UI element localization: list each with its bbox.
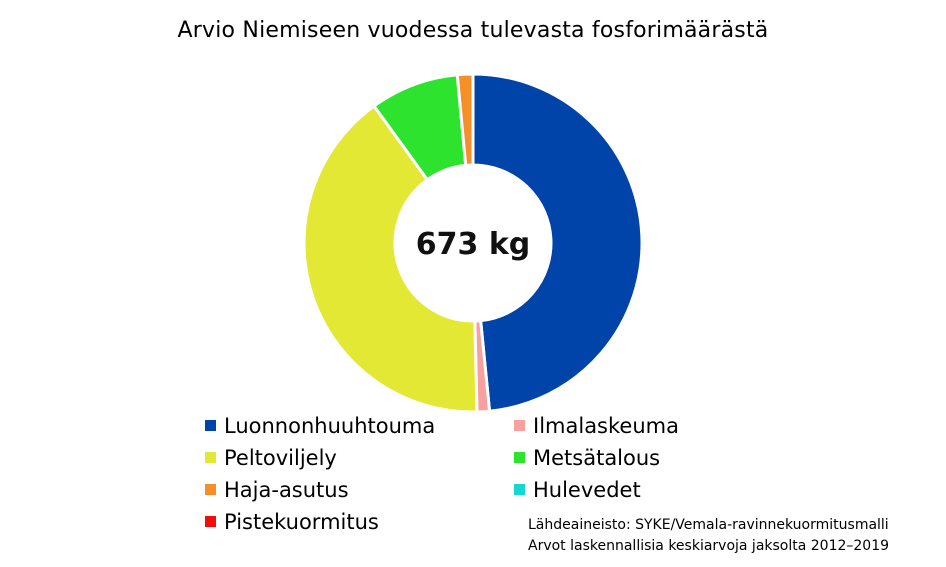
legend-swatch [514,420,525,431]
source-line-1: Lähdeaineisto: SYKE/Vemala-ravinnekuormi… [528,517,889,533]
legend-item-metsätalous: Metsätalous [514,444,714,471]
legend-label: Luonnonhuuhtouma [224,413,436,438]
legend-label: Pistekuormitus [224,509,379,534]
slice-luonnonhuuhtouma [471,72,644,413]
legend-swatch [205,484,216,495]
legend-label: Metsätalous [533,445,661,470]
legend-label: Ilmalaskeuma [533,413,679,438]
chart-legend: Luonnonhuuhtouma Ilmalaskeuma Peltoviljely… [205,412,714,535]
source-line-2: Arvot laskennallisia keskiarvoja jaksolt… [528,538,890,554]
source-note: Lähdeaineisto: SYKE/Vemala-ravinnekuormi… [528,515,889,557]
legend-item-haja-asutus: Haja-asutus [205,476,514,503]
legend-label: Haja-asutus [224,477,349,502]
legend-label: Peltoviljely [224,445,337,470]
legend-item-ilmalaskeuma: Ilmalaskeuma [514,412,714,439]
legend-label: Hulevedet [533,477,641,502]
donut-slices [302,72,644,414]
center-total-label: 673 kg [416,227,531,262]
legend-swatch [514,452,525,463]
legend-swatch [205,516,216,527]
legend-swatch [205,420,216,431]
slice-peltoviljely [302,103,479,414]
slice-haja-asutus [455,72,475,167]
legend-item-pistekuormitus: Pistekuormitus [205,508,514,535]
legend-swatch [205,452,216,463]
legend-item-luonnonhuuhtouma: Luonnonhuuhtouma [205,412,514,439]
legend-item-peltoviljely: Peltoviljely [205,444,514,471]
chart-title: Arvio Niemiseen vuodessa tulevasta fosfo… [177,18,769,43]
legend-swatch [514,484,525,495]
legend-item-hulevedet: Hulevedet [514,476,714,503]
